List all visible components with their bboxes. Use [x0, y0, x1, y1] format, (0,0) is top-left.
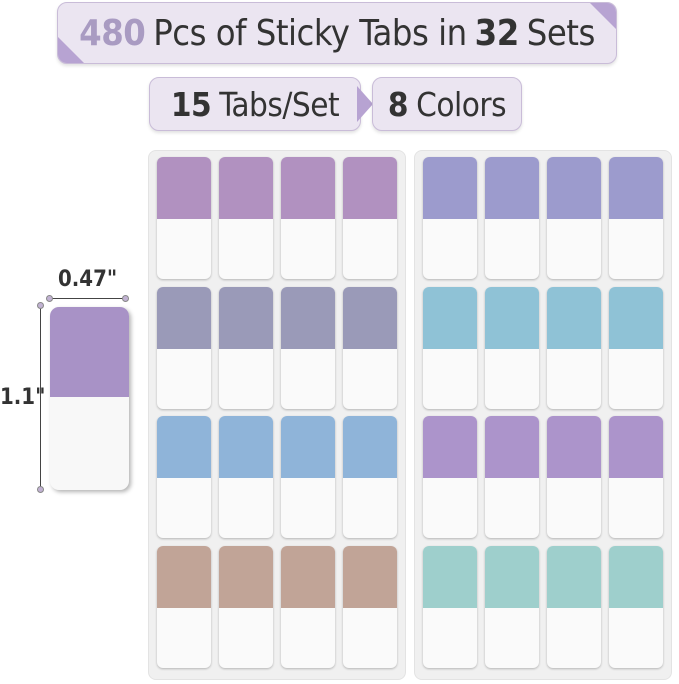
- sticky-tab: [609, 545, 663, 668]
- sticky-tab: [423, 416, 477, 538]
- tab-color-area: [157, 545, 211, 608]
- tab-color-area: [343, 416, 397, 478]
- tab-color-area: [219, 416, 273, 478]
- sticky-tab: [219, 416, 273, 538]
- sticky-tab: [485, 157, 539, 279]
- tab-color-area: [157, 416, 211, 478]
- dimension-dot: [37, 486, 44, 493]
- tab-color-area: [609, 157, 663, 219]
- tab-color-area: [219, 545, 273, 608]
- tab-color-area: [547, 545, 601, 608]
- sticky-tab: [423, 157, 477, 279]
- sticky-tab: [423, 545, 477, 668]
- tab-color-area: [157, 157, 211, 219]
- tab-color-area: [157, 286, 211, 349]
- arrow-icon: [357, 86, 373, 122]
- tab-color-area: [343, 545, 397, 608]
- tabs-text: Tabs/Set: [219, 84, 340, 124]
- tab-color-area: [281, 286, 335, 349]
- tab-color-area: [485, 545, 539, 608]
- banner-tabs-per-set: 15 Tabs/Set: [149, 77, 361, 131]
- tab-color-area: [423, 157, 477, 219]
- dimension-dot: [46, 295, 53, 302]
- sticky-tab: [485, 545, 539, 668]
- sticky-tab: [157, 545, 211, 668]
- sticky-tab: [219, 286, 273, 409]
- tab-color-area: [423, 545, 477, 608]
- tab-color-area: [343, 286, 397, 349]
- sticky-tab: [157, 286, 211, 409]
- right-tab-sheet: [414, 150, 672, 680]
- sticky-tab: [343, 545, 397, 668]
- dimension-dot: [37, 302, 44, 309]
- sticky-tab: [547, 157, 601, 279]
- sticky-tab: [281, 286, 335, 409]
- colors-count: 8: [387, 84, 409, 124]
- sticky-tab: [281, 545, 335, 668]
- tab-color-area: [609, 286, 663, 349]
- tab-color-area: [343, 157, 397, 219]
- sticky-tab: [547, 286, 601, 409]
- height-line: [40, 306, 41, 490]
- width-label: 0.47": [58, 267, 118, 292]
- tab-color-area: [423, 416, 477, 478]
- sticky-tab: [485, 416, 539, 538]
- sticky-tab: [281, 157, 335, 279]
- sticky-tab: [547, 416, 601, 538]
- sticky-tab: [547, 545, 601, 668]
- tab-color-area: [219, 286, 273, 349]
- width-line: [50, 298, 126, 299]
- sticky-tab: [157, 157, 211, 279]
- tab-color-area: [609, 416, 663, 478]
- sets-text: Sets: [526, 12, 596, 54]
- sticky-tab: [343, 157, 397, 279]
- tab-color-area: [485, 416, 539, 478]
- tab-color-area: [547, 286, 601, 349]
- left-tab-sheet: [148, 150, 406, 680]
- sticky-tab: [157, 416, 211, 538]
- tab-color-area: [485, 286, 539, 349]
- sticky-tab: [423, 286, 477, 409]
- tab-color-area: [219, 157, 273, 219]
- dimension-dot: [122, 295, 129, 302]
- single-tab-sample: [50, 307, 129, 490]
- sticky-tab: [219, 545, 273, 668]
- total-count: 480: [79, 12, 146, 54]
- banner-total: 480 Pcs of Sticky Tabs in 32 Sets: [57, 2, 617, 64]
- tabs-count: 15: [170, 84, 212, 124]
- sticky-tab: [485, 286, 539, 409]
- tab-color-area: [485, 157, 539, 219]
- sticky-tab: [609, 416, 663, 538]
- tab-color-area: [281, 157, 335, 219]
- sets-count: 32: [474, 12, 520, 54]
- sticky-tab: [609, 157, 663, 279]
- tab-color-area: [423, 286, 477, 349]
- sticky-tab: [219, 157, 273, 279]
- total-text: Pcs of Sticky Tabs in: [153, 12, 467, 54]
- sticky-tab: [343, 286, 397, 409]
- tab-color-area: [609, 545, 663, 608]
- tab-color-area: [50, 307, 129, 397]
- sticky-tab: [609, 286, 663, 409]
- sticky-tab: [281, 416, 335, 538]
- sticky-tab: [343, 416, 397, 538]
- colors-text: Colors: [416, 84, 507, 124]
- tab-color-area: [281, 416, 335, 478]
- tab-color-area: [547, 416, 601, 478]
- banner-colors: 8 Colors: [372, 77, 522, 131]
- tab-color-area: [281, 545, 335, 608]
- height-label: 1.1": [0, 385, 46, 410]
- tab-color-area: [547, 157, 601, 219]
